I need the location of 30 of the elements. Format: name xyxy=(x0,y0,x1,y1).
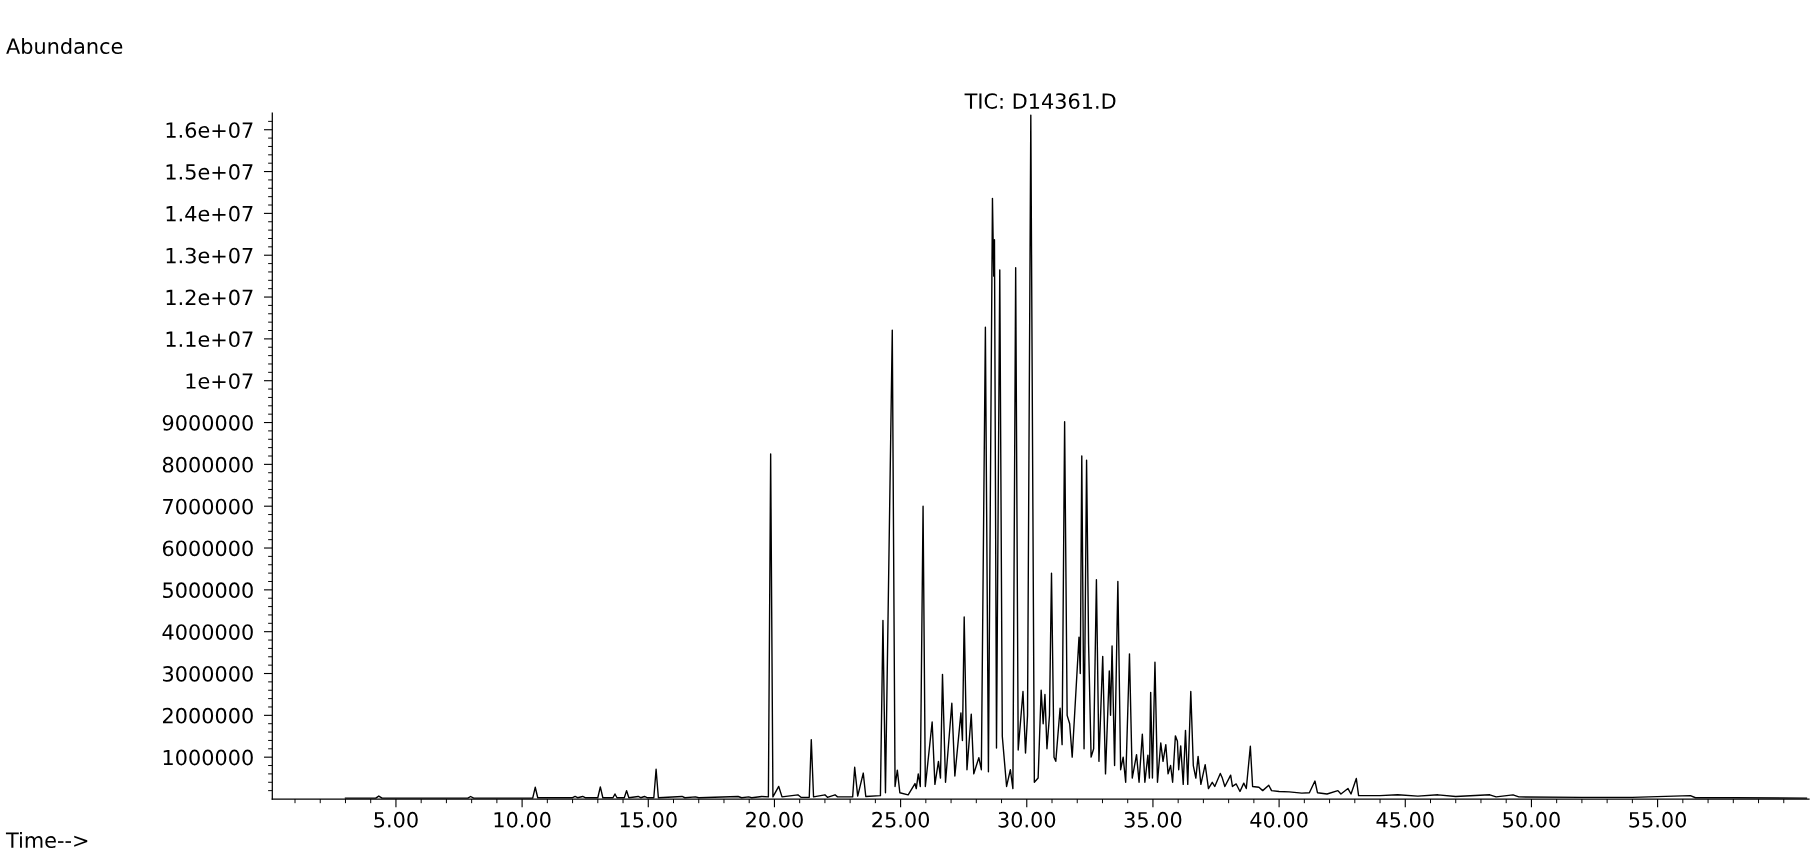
x-tick-label: 45.00 xyxy=(1376,811,1434,828)
y-tick-label: 5000000 xyxy=(163,582,253,599)
y-tick-label: 1.6e+07 xyxy=(166,122,253,138)
y-tick-label: 6000000 xyxy=(162,540,253,557)
x-axis-title: Time--> xyxy=(5,831,88,849)
y-axis-title: Abundance xyxy=(6,37,123,55)
x-tick-label: 55.00 xyxy=(1629,811,1687,828)
y-tick-label: 3000000 xyxy=(163,665,253,682)
x-tick-label: 40.00 xyxy=(1250,811,1308,828)
y-tick-label: 1.4e+07 xyxy=(166,205,253,222)
y-tick-label: 9000000 xyxy=(162,414,253,431)
y-tick-label: 2000000 xyxy=(162,707,253,724)
y-tick-label: 1.5e+07 xyxy=(166,164,253,180)
x-tick-label: 50.00 xyxy=(1503,811,1560,828)
x-tick-label: 25.00 xyxy=(872,811,930,828)
x-tick-label: 20.00 xyxy=(746,811,803,828)
x-tick-label: 30.00 xyxy=(998,811,1056,828)
y-tick-label: 8000000 xyxy=(162,456,253,473)
chart-title: TIC: D14361.D xyxy=(964,93,1116,109)
x-tick-label: 35.00 xyxy=(1124,811,1182,828)
y-tick-label: 1e+07 xyxy=(186,373,253,389)
x-tick-label: 10.00 xyxy=(494,811,551,828)
y-tick-label: 1000000 xyxy=(163,749,253,766)
y-tick-label: 4000000 xyxy=(162,624,253,640)
y-tick-label: 1.2e+07 xyxy=(166,289,253,306)
y-tick-label: 7000000 xyxy=(163,498,253,515)
y-tick-label: 1.1e+07 xyxy=(166,331,253,348)
x-tick-label: 5.00 xyxy=(374,811,418,828)
x-tick-label: 15.00 xyxy=(620,811,677,828)
y-tick-label: 1.3e+07 xyxy=(166,247,253,264)
